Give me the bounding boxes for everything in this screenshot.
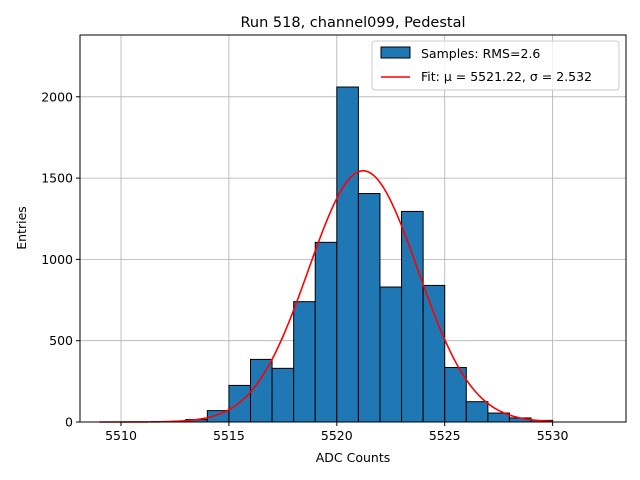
legend-label-samples: Samples: RMS=2.6 bbox=[421, 46, 540, 61]
x-tick-label: 5530 bbox=[537, 428, 569, 443]
x-tick-label: 5510 bbox=[105, 428, 137, 443]
y-tick-label: 500 bbox=[49, 333, 73, 348]
y-axis-label: Entries bbox=[14, 206, 29, 250]
x-tick-label: 5525 bbox=[429, 428, 461, 443]
histogram-bar bbox=[336, 86, 359, 423]
histogram-bar bbox=[379, 286, 403, 423]
histogram-bar bbox=[271, 367, 295, 423]
y-tick-label: 1000 bbox=[41, 252, 73, 267]
histogram-bar bbox=[293, 301, 316, 423]
x-tick-label: 5515 bbox=[213, 428, 245, 443]
x-tick-label: 5520 bbox=[321, 428, 353, 443]
chart-title: Run 518, channel099, Pedestal bbox=[240, 15, 465, 31]
x-axis-label: ADC Counts bbox=[316, 450, 391, 465]
histogram-bar bbox=[465, 401, 489, 423]
legend-label-fit: Fit: μ = 5521.22, σ = 2.532 bbox=[421, 69, 592, 84]
histogram-bar bbox=[228, 384, 251, 423]
plot-frame bbox=[79, 34, 627, 423]
legend-box bbox=[371, 40, 620, 91]
legend-swatch-samples bbox=[380, 46, 411, 59]
histogram-bar bbox=[249, 358, 273, 423]
y-axis-ticks: 0 500 1000 1500 2000 bbox=[41, 89, 80, 430]
fit-curve bbox=[99, 170, 553, 423]
histogram-bar bbox=[401, 210, 424, 423]
histogram-bar bbox=[314, 241, 338, 423]
y-tick-label: 2000 bbox=[41, 89, 73, 104]
y-tick-label: 0 bbox=[65, 415, 73, 430]
y-tick-label: 1500 bbox=[41, 171, 73, 186]
histogram-bar bbox=[422, 284, 446, 423]
legend: Samples: RMS=2.6 Fit: μ = 5521.22, σ = 2… bbox=[371, 40, 620, 91]
x-axis-ticks: 5510 5515 5520 5525 5530 bbox=[105, 422, 569, 443]
histogram-bar bbox=[357, 193, 381, 423]
